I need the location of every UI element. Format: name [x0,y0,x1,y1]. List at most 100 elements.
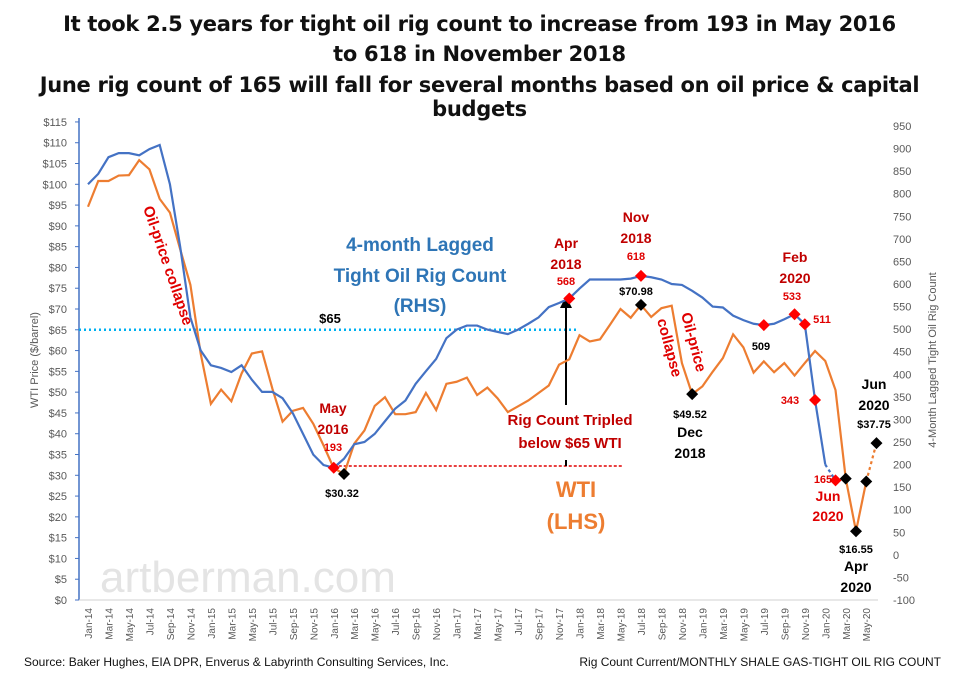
annotation-rhs-2: Tight Oil Rig Count [334,266,507,287]
left-tick-label: $5 [55,574,67,586]
left-tick-label: $105 [43,159,67,171]
left-tick-label: $70 [49,304,67,316]
wti-line-projected [865,442,878,482]
wti-marker [839,472,852,485]
x-tick-label: Jan-14 [84,608,95,639]
annotation-511: 511 [813,314,831,326]
right-tick-label: -50 [893,572,909,584]
footer-source: Source: Baker Hughes, EIA DPR, Enverus &… [24,655,449,669]
wti-line [86,158,868,532]
x-tick-label: Sep-15 [289,608,300,641]
annotation-193: 193 [324,442,342,454]
x-tick-label: Jan-15 [207,608,218,639]
x-tick-label: May-16 [371,608,382,642]
annotation-533: 533 [783,291,801,303]
x-tick-label: Mar-16 [350,608,361,640]
left-tick-label: $20 [49,512,67,524]
left-tick-label: $65 [49,325,67,337]
left-tick-label: $45 [49,408,67,420]
x-tick-label: Sep-17 [535,608,546,641]
annotations: Oil-price collapse 4-month Lagged Tight … [139,204,891,595]
right-tick-label: 550 [893,302,911,314]
annotation-618: 618 [627,251,645,263]
x-tick-label: Mar-17 [473,608,484,640]
x-tick-label: Sep-16 [412,608,423,641]
footer-right: Rig Count Current/MONTHLY SHALE GAS-TIGH… [579,655,941,669]
x-tick-label: Jul-18 [637,608,648,636]
left-tick-label: $100 [43,179,67,191]
annotation-may: May [319,400,346,416]
left-tick-label: $60 [49,346,67,358]
x-tick-label: Nov-18 [678,608,689,641]
ref-line-label: $65 [319,311,341,326]
x-tick-label: May-14 [125,608,136,642]
annotation-lhs: (LHS) [547,509,606,534]
annotation-568: 568 [557,276,575,288]
x-tick-label: May-18 [616,608,627,642]
left-tick-label: $110 [43,138,67,150]
rig-marker [809,394,822,407]
arrow-head [560,296,572,308]
x-tick-label: Jul-16 [391,608,402,636]
left-tick-label: $40 [49,429,67,441]
x-tick-label: May-15 [248,608,259,642]
right-tick-label: 50 [893,527,905,539]
annotation-apr: Apr [554,235,579,251]
rig-marker [327,461,340,474]
x-tick-label: Nov-14 [186,608,197,641]
annotation-343: 343 [781,395,799,407]
x-tick-label: May-19 [739,608,750,642]
x-tick-label: Jan-20 [821,608,832,639]
rig-marker [829,474,842,487]
x-tick-label: Mar-20 [842,608,853,640]
right-tick-label: 300 [893,414,911,426]
left-tick-label: $35 [49,450,67,462]
chart-title-line-2: to 618 in November 2018 [333,42,626,66]
left-tick-label: $55 [49,366,67,378]
right-tick-label: 150 [893,482,911,494]
annotation-509: 509 [752,341,770,353]
annotation-2020d: 2020 [840,579,871,595]
x-tick-label: Jan-17 [453,608,464,639]
x-tick-label: Jan-16 [330,608,341,639]
left-tick-label: $90 [49,221,67,233]
annotation-2018b: 2018 [620,230,651,246]
x-tick-label: Jul-14 [145,608,156,636]
left-tick-label: $15 [49,533,67,545]
chart-title-line-1: It took 2.5 years for tight oil rig coun… [63,12,896,36]
left-tick-label: $75 [49,283,67,295]
x-tick-label: Sep-14 [166,608,177,641]
annotation-wti: WTI [556,477,596,502]
right-tick-label: 850 [893,166,911,178]
annotation-tripled-2: below $65 WTI [518,435,621,452]
x-tick-label: Nov-16 [432,608,443,641]
annotation-tripled-1: Rig Count Tripled [508,412,633,429]
annotation-2020c: 2020 [858,397,889,413]
annotation-oil-collapse-1: Oil-price collapse [139,204,196,328]
wti-marker [860,475,873,488]
left-tick-label: $0 [55,595,67,607]
annotation-4952: $49.52 [673,409,707,421]
right-tick-label: 800 [893,189,911,201]
left-tick-label: $95 [49,200,67,212]
annotation-rhs-3: (RHS) [394,296,447,317]
right-tick-label: 600 [893,279,911,291]
annotation-rhs-1: 4-month Lagged [346,235,494,256]
x-tick-label: Jan-18 [576,608,587,639]
right-tick-label: 400 [893,369,911,381]
x-tick-label: Nov-17 [555,608,566,641]
right-tick-label: 350 [893,392,911,404]
left-tick-label: $30 [49,470,67,482]
annotation-jun-red: Jun [816,488,841,504]
x-tick-label: Jul-15 [268,608,279,636]
right-tick-label: 650 [893,256,911,268]
right-tick-label: 250 [893,437,911,449]
annotation-3032: $30.32 [325,488,359,500]
x-tick-label: Sep-18 [657,608,668,641]
left-tick-label: $85 [49,242,67,254]
rig-count-line [87,143,827,469]
right-tick-label: 200 [893,460,911,472]
x-tick-label: May-20 [862,608,873,642]
